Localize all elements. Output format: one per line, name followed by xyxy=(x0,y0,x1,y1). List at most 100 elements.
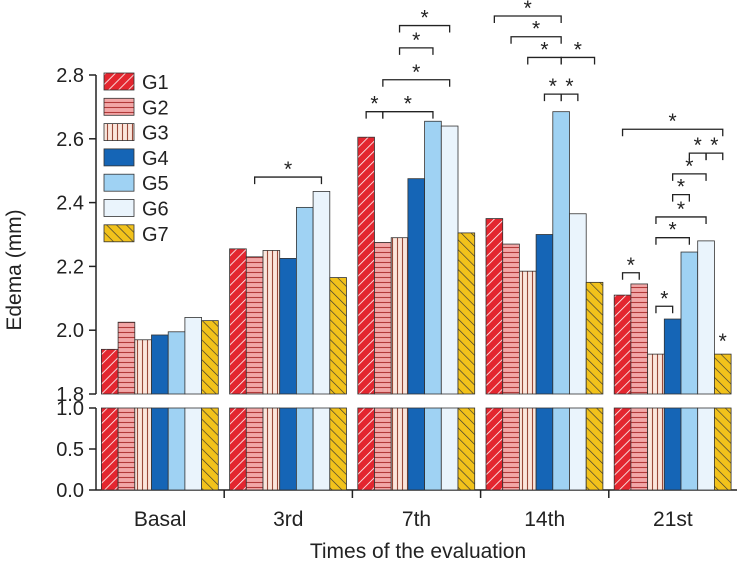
bar-pattern xyxy=(519,271,537,394)
y-tick-label: 2.2 xyxy=(56,256,84,278)
bar-pattern xyxy=(630,408,648,490)
bar-pattern xyxy=(486,408,503,490)
bar-outline xyxy=(457,232,476,395)
bar-pattern xyxy=(502,408,520,490)
significance-star: * xyxy=(421,7,429,30)
bar-pattern xyxy=(263,408,280,490)
y-ticks-upper: 1.8 2.0 2.2 2.4 2.6 2.8 xyxy=(56,65,96,406)
significance-star: * xyxy=(694,134,702,157)
significance-star: * xyxy=(660,287,668,310)
bar-lower-g4-basal xyxy=(151,408,169,490)
category-label: 14th xyxy=(524,508,565,531)
significance-bracket xyxy=(398,24,451,33)
bar-pattern xyxy=(134,408,152,490)
bar-g6-7th xyxy=(441,126,458,394)
legend-swatch-outline xyxy=(103,199,135,217)
legend-label: G4 xyxy=(142,148,169,170)
bar-pattern xyxy=(391,408,408,490)
y-tick-label: 0.0 xyxy=(56,480,84,502)
bar-g5-7th xyxy=(424,121,442,394)
significance-star: * xyxy=(719,330,727,353)
significance-star: * xyxy=(677,198,685,221)
significance-star: * xyxy=(404,93,412,116)
significance-bracket xyxy=(672,193,690,202)
bar-pattern xyxy=(118,322,135,394)
bar-lower-g4-3rd xyxy=(279,408,297,490)
bar-outline xyxy=(201,320,219,395)
bar-g4-7th xyxy=(407,178,425,394)
significance-star: * xyxy=(710,134,718,157)
bar-pattern xyxy=(614,295,631,394)
bar-pattern xyxy=(201,408,219,490)
bar-pattern xyxy=(647,408,665,490)
bar-pattern xyxy=(458,232,475,394)
significance-bracket xyxy=(510,36,562,44)
significance-star: * xyxy=(669,110,677,133)
bar-g6-21st xyxy=(697,240,715,394)
bar-pattern xyxy=(630,283,648,394)
x-axis-label: Times of the evaluation xyxy=(310,540,526,563)
bar-pattern xyxy=(374,242,392,394)
bar-pattern xyxy=(263,250,280,394)
bar-pattern xyxy=(502,244,520,394)
category-labels: Basal 3rd 7th 14th 21st xyxy=(134,490,693,531)
y-axis-label: Edema (mm) xyxy=(3,209,26,330)
significance-star: * xyxy=(284,158,292,181)
bar-pattern xyxy=(374,408,392,490)
bar-lower-g4-7th xyxy=(407,408,425,490)
bar-pattern xyxy=(614,408,631,490)
bar-lower-g5-14th xyxy=(552,408,570,490)
bar-pattern xyxy=(391,237,408,394)
bar-pattern xyxy=(586,282,603,394)
bar-g4-21st xyxy=(664,319,681,394)
bar-lower-g5-21st xyxy=(681,408,698,490)
bar-pattern xyxy=(246,408,263,490)
bar-lower-g5-3rd xyxy=(296,408,314,490)
y-tick-label: 2.6 xyxy=(56,129,84,151)
category-label: 3rd xyxy=(273,508,303,531)
y-tick-label: 2.8 xyxy=(56,65,84,87)
bar-g4-basal xyxy=(151,334,169,394)
significance-star: * xyxy=(370,93,378,116)
legend-swatch-outline xyxy=(103,173,135,192)
legend-swatch-pattern xyxy=(104,123,134,141)
significance-bracket xyxy=(254,176,323,185)
bar-g6-3rd xyxy=(313,191,330,394)
bar-g5-basal xyxy=(168,331,185,394)
significance-star: * xyxy=(540,38,548,61)
significance-bracket xyxy=(382,79,451,87)
bar-pattern xyxy=(357,137,375,394)
bar-outline xyxy=(714,353,732,395)
bar-outline xyxy=(714,407,732,491)
significance-star: * xyxy=(565,75,573,98)
bar-pattern xyxy=(246,256,263,394)
bar-pattern xyxy=(329,277,347,394)
bar-pattern xyxy=(101,408,119,490)
significance-bracket xyxy=(382,111,434,119)
significance-bracket xyxy=(621,128,724,137)
bar-lower-g6-14th xyxy=(569,408,587,490)
bar-pattern xyxy=(519,408,537,490)
bar-pattern xyxy=(586,408,603,490)
significance-star: * xyxy=(669,219,677,242)
legend-label: G3 xyxy=(142,123,169,145)
legend-label: G7 xyxy=(142,224,169,246)
bar-g4-3rd xyxy=(279,258,297,394)
legend-swatch-g4 xyxy=(104,148,134,166)
bar-lower-g6-3rd xyxy=(313,408,330,490)
bar-pattern xyxy=(486,218,503,394)
bar-g5-3rd xyxy=(296,207,314,394)
y-ticks-lower: 0.0 0.5 1.0 xyxy=(56,398,96,502)
bar-outline xyxy=(697,240,715,395)
significance-bracket xyxy=(655,216,707,224)
bar-outline xyxy=(201,407,219,491)
significance-bracket xyxy=(493,15,562,23)
significance-star: * xyxy=(549,75,557,98)
bar-pattern xyxy=(329,408,347,490)
significance-bracket xyxy=(705,152,724,161)
significance-star: * xyxy=(627,254,635,277)
legend-swatch-outline xyxy=(103,72,135,91)
bar-outline xyxy=(585,281,604,395)
bar-pattern xyxy=(229,248,247,394)
